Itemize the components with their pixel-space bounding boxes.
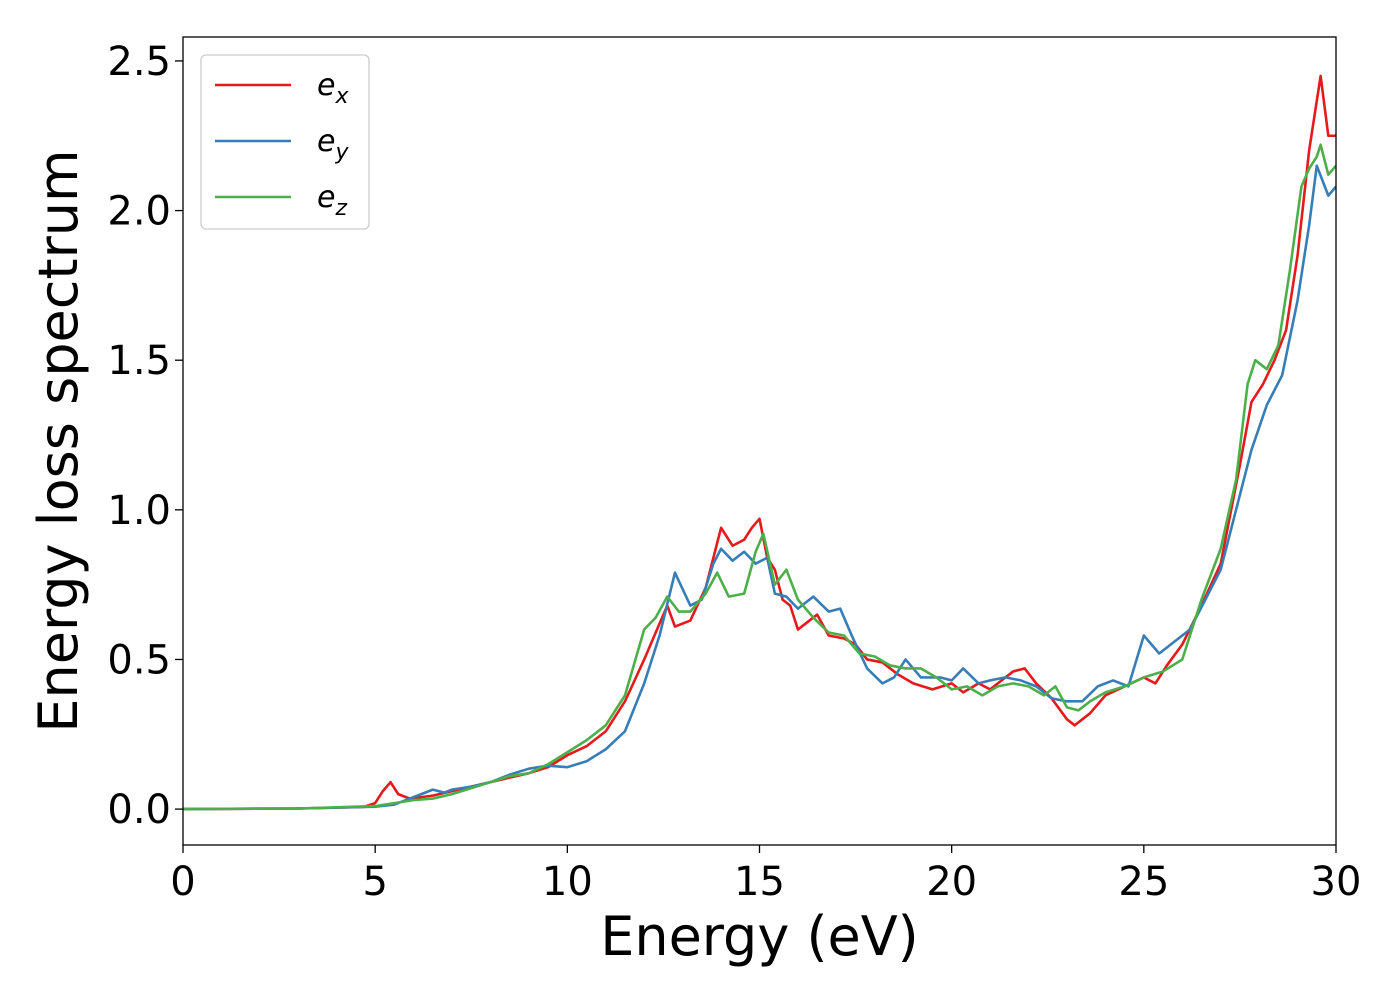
y-axis-ticks: 0.0 0.5 1.0 1.5 2.0 2.5 [107, 39, 183, 833]
y-tick-label: 2.0 [107, 189, 171, 235]
x-tick-label: 10 [542, 859, 593, 905]
x-tick-label: 15 [734, 859, 785, 905]
x-tick-label: 5 [362, 859, 387, 905]
series-lines [183, 74, 1336, 811]
legend-label-ey: ey [317, 124, 349, 165]
legend-label-ez: ez [317, 180, 347, 221]
legend-label-ex: ex [317, 68, 349, 109]
x-tick-label: 25 [1118, 859, 1169, 905]
series-line-ez [183, 143, 1336, 811]
y-tick-label: 0.5 [107, 637, 171, 683]
x-tick-label: 0 [170, 859, 195, 905]
y-tick-label: 1.0 [107, 488, 171, 534]
legend: ex ey ez [200, 54, 370, 230]
x-axis-label: Energy (eV) [600, 905, 919, 968]
y-tick-label: 2.5 [107, 39, 171, 85]
x-tick-label: 30 [1311, 859, 1362, 905]
y-tick-label: 0.0 [107, 787, 171, 833]
y-axis-label: Energy loss spectrum [27, 149, 90, 732]
plot-frame [182, 36, 1337, 846]
y-tick-label: 1.5 [107, 338, 171, 384]
series-line-ey [183, 164, 1336, 811]
x-tick-label: 20 [926, 859, 977, 905]
x-axis-ticks: 0 5 10 15 20 25 30 [170, 845, 1361, 905]
